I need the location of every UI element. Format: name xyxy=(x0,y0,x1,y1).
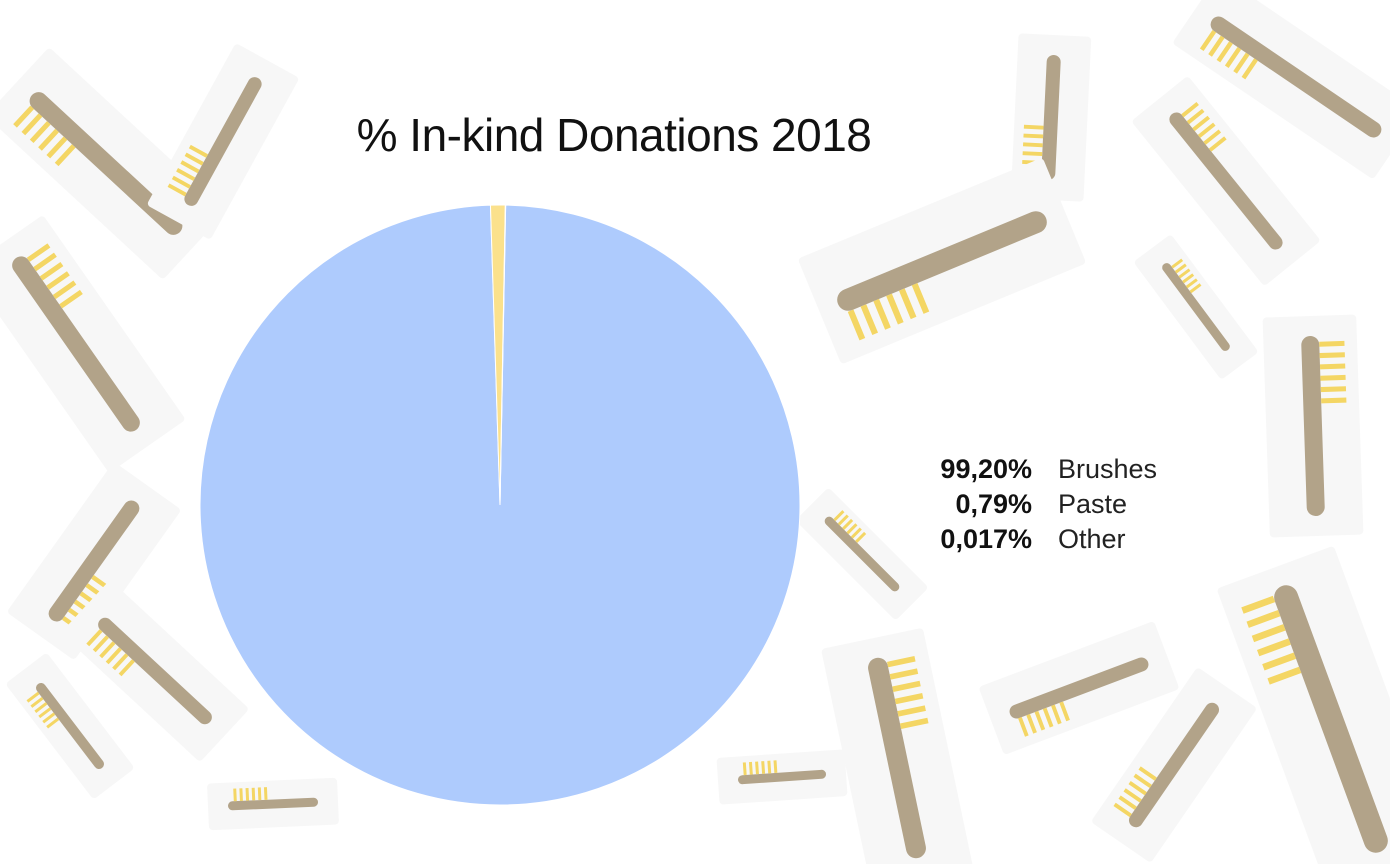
toothbrush-icon xyxy=(1262,314,1364,538)
legend-entry-other: 0,017% Other xyxy=(920,522,1157,557)
toothbrush-icon xyxy=(798,158,1086,364)
legend-label-brushes: Brushes xyxy=(1058,454,1158,484)
pie-slice-brushes xyxy=(199,204,801,806)
toothbrush-icon xyxy=(62,581,248,761)
legend-entry-brushes: 99,20% Brushes xyxy=(920,452,1157,487)
toothbrush-icon xyxy=(1092,668,1256,862)
legend-label-other: Other xyxy=(1058,524,1126,554)
pie-chart xyxy=(199,204,801,806)
toothbrush-icon xyxy=(1132,77,1320,285)
toothbrush-icon xyxy=(6,653,134,799)
toothbrush-icon xyxy=(207,777,339,831)
toothbrush-icon xyxy=(0,216,185,472)
toothbrush-icon xyxy=(1010,33,1092,202)
legend-value-paste: 0,79% xyxy=(955,489,1032,519)
toothbrush-icon xyxy=(821,628,973,864)
toothbrush-icon xyxy=(796,488,928,620)
legend: 99,20% Brushes 0,79% Paste 0,017% Other xyxy=(920,452,1157,557)
toothbrush-icon xyxy=(0,48,225,279)
legend-entry-paste: 0,79% Paste xyxy=(920,487,1157,522)
toothbrush-icon xyxy=(979,622,1179,754)
legend-value-other: 0,017% xyxy=(940,524,1032,554)
pie-slice-other xyxy=(499,204,507,506)
toothbrush-icon xyxy=(716,749,848,805)
toothbrush-icon xyxy=(1173,0,1390,179)
chart-title: % In-kind Donations 2018 xyxy=(356,109,872,161)
toothbrush-icon xyxy=(1134,235,1258,379)
toothbrush-icon xyxy=(1217,546,1390,864)
legend-value-brushes: 99,20% xyxy=(940,454,1032,484)
toothbrush-icon xyxy=(147,44,299,239)
legend-label-paste: Paste xyxy=(1058,489,1128,519)
